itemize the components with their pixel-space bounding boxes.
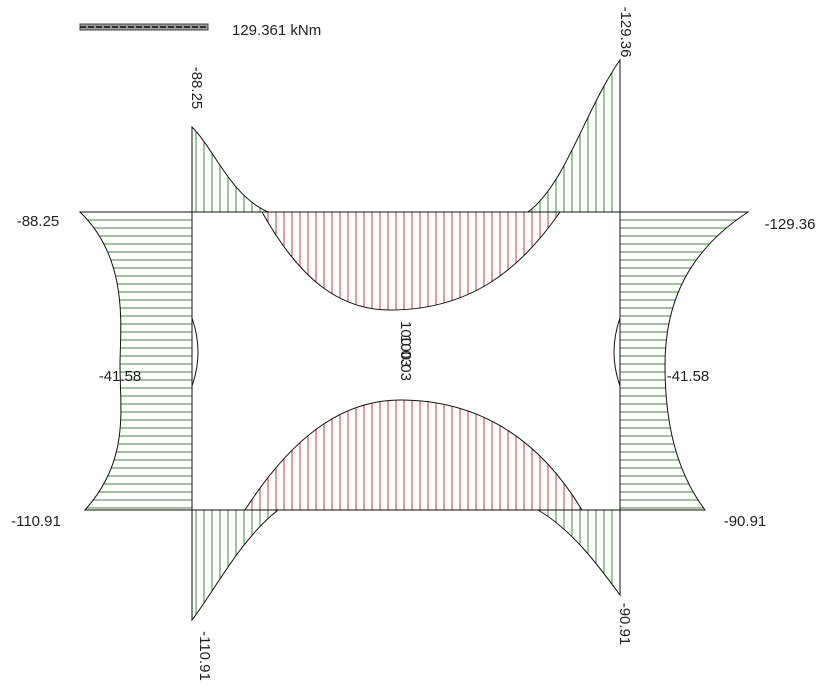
moment-label: -129.36 [765, 216, 816, 233]
moment-label: -90.91 [724, 513, 767, 530]
left-inner-arc [191, 317, 199, 387]
moment-label: -110.91 [11, 513, 61, 530]
frame [191, 211, 621, 511]
legend: 129.361 kNm [79, 22, 321, 39]
moment-label: -88.25 [17, 213, 60, 230]
left-column-moment [78, 211, 193, 511]
diagram-shapes [78, 58, 750, 622]
moment-label: -41.58 [667, 368, 710, 385]
legend-label: 129.361 kNm [232, 22, 321, 39]
moment-label: -110.91 [196, 631, 213, 681]
moment-label: -88.25 [188, 67, 205, 110]
bottom-right-hogging [536, 509, 621, 597]
right-column-moment [619, 211, 750, 511]
moment-label: -90.91 [616, 603, 633, 646]
moment-label: 100.03 [397, 335, 414, 381]
top-left-hogging [191, 125, 269, 213]
bottom-left-hogging [191, 509, 280, 622]
bottom-sagging [244, 399, 583, 511]
moment-label: -129.36 [617, 7, 634, 58]
moment-label: -41.58 [99, 368, 142, 385]
moment-label: 100.03 [397, 321, 414, 367]
right-inner-arc [613, 317, 621, 387]
top-right-hogging [526, 58, 621, 213]
top-sagging [261, 211, 561, 311]
